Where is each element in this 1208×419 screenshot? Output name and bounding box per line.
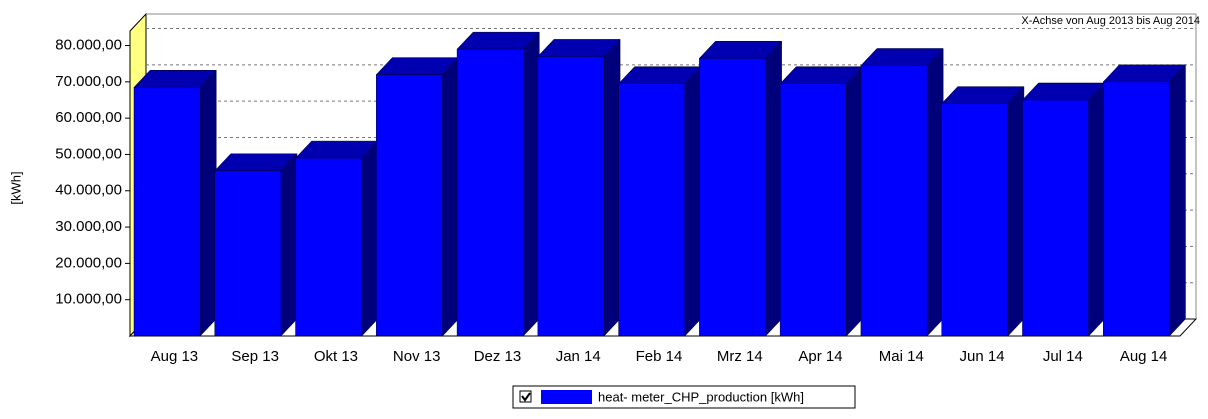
bar [214, 153, 298, 337]
bar [1102, 64, 1187, 337]
y-tick-label: 40.000,00 [55, 182, 122, 199]
bar-side [765, 40, 782, 337]
bar [618, 66, 702, 337]
bar [860, 47, 944, 337]
bar-side [926, 47, 944, 337]
bar [941, 85, 1025, 337]
x-tick-label: Apr 14 [798, 348, 842, 365]
bar-front [1102, 81, 1170, 337]
bar-side [442, 56, 459, 337]
bar-front [376, 74, 443, 337]
bar [375, 56, 460, 337]
bar [779, 66, 863, 337]
legend-checkbox[interactable] [519, 390, 532, 403]
bar-front [133, 87, 201, 337]
y-tick-label: 20.000,00 [55, 254, 122, 271]
bar-side [1088, 82, 1105, 337]
legend-box [512, 385, 856, 409]
y-axis-label: [kWh] [8, 171, 23, 204]
legend-label: heat- meter_CHP_production [kWh] [598, 389, 804, 404]
bar-front [699, 57, 766, 337]
x-tick-label: Mrz 14 [717, 348, 763, 365]
x-tick-label: Aug 13 [151, 348, 199, 365]
bar [698, 40, 783, 337]
bar-side [523, 31, 540, 337]
x-tick-label: Feb 14 [636, 348, 683, 365]
bar-front [295, 157, 363, 337]
bar-side [684, 66, 702, 337]
x-tick-label: Sep 13 [231, 348, 279, 365]
bar-side [1007, 85, 1025, 337]
x-tick-label: Mai 14 [879, 348, 924, 365]
y-tick-label: 80.000,00 [55, 36, 122, 53]
y-tick-label: 30.000,00 [55, 218, 122, 235]
bar-side [603, 38, 621, 337]
x-tick-label: Jan 14 [556, 348, 601, 365]
y-tick-label: 50.000,00 [55, 145, 122, 162]
x-tick-label: Jul 14 [1043, 348, 1083, 365]
legend-swatch [541, 390, 592, 404]
bar-side [846, 66, 863, 337]
plot: 10.000,00 20.000,00 30.000,00 40.000,00 50.0… [55, 12, 1198, 365]
y-tick-label: 60.000,00 [55, 109, 122, 126]
bar [537, 38, 621, 337]
bar-front [456, 48, 524, 337]
bar-side [280, 153, 298, 337]
x-tick-label: Aug 14 [1120, 348, 1168, 365]
bar-front [618, 83, 686, 337]
y-tick-label: 10.000,00 [55, 291, 122, 308]
checkmark [521, 392, 531, 402]
x-tick-label: Nov 13 [393, 348, 441, 365]
bar [294, 140, 379, 337]
bar-side [361, 140, 379, 337]
bar [1021, 82, 1106, 337]
x-tick-label: Jun 14 [960, 348, 1005, 365]
bar-front [214, 170, 282, 337]
bar-front [860, 65, 928, 337]
bar [133, 69, 217, 337]
x-tick-label: Okt 13 [314, 348, 358, 365]
bar-front [1022, 99, 1089, 337]
annotation: X-Achse von Aug 2013 bis Aug 2014 [1021, 15, 1200, 27]
bar-side [199, 69, 217, 337]
bar-front [941, 103, 1009, 337]
x-tick-label: Dez 13 [474, 348, 522, 365]
bar-front [779, 83, 847, 337]
bar-front [537, 56, 605, 337]
bar [456, 31, 540, 337]
bar-side [1169, 64, 1186, 337]
y-tick-label: 70.000,00 [55, 73, 122, 90]
